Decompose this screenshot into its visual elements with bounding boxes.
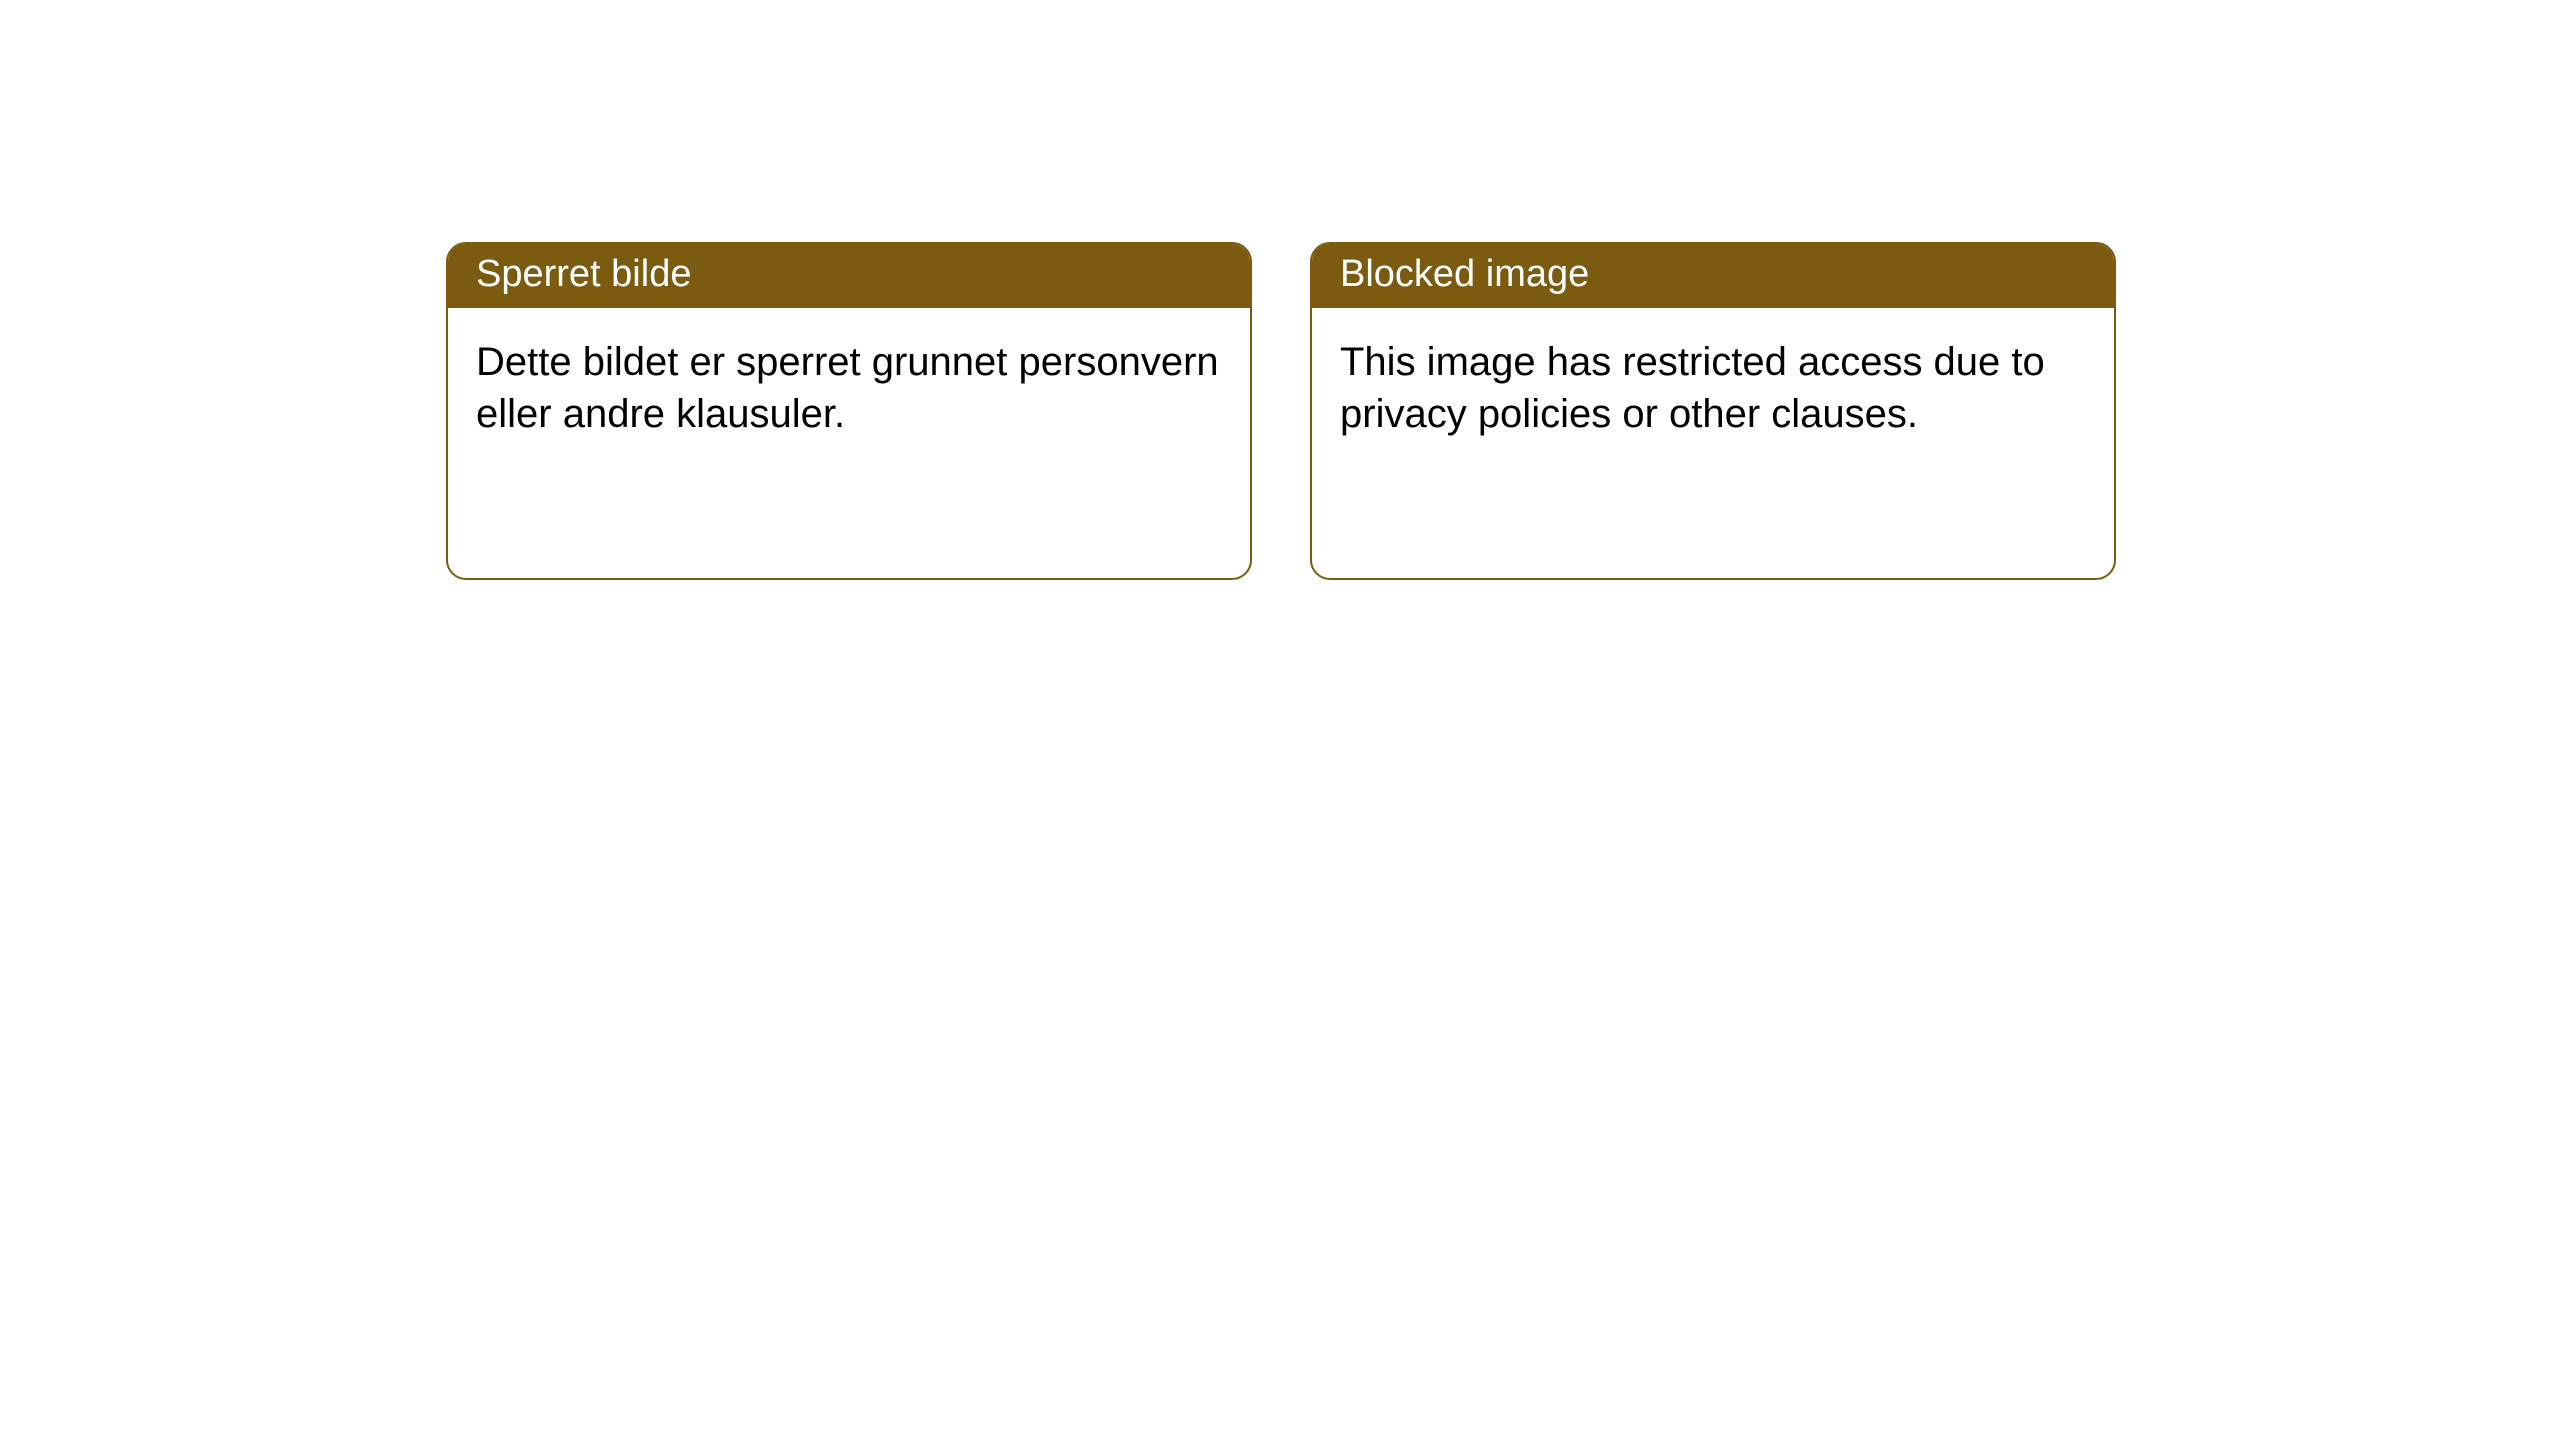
- card-body-text: This image has restricted access due to …: [1312, 308, 2114, 450]
- blocked-image-card-no: Sperret bilde Dette bildet er sperret gr…: [446, 242, 1252, 580]
- card-header: Sperret bilde: [448, 244, 1250, 308]
- card-header: Blocked image: [1312, 244, 2114, 308]
- card-body-text: Dette bildet er sperret grunnet personve…: [448, 308, 1250, 450]
- page-canvas: Sperret bilde Dette bildet er sperret gr…: [0, 0, 2560, 1440]
- notice-cards-row: Sperret bilde Dette bildet er sperret gr…: [446, 242, 2116, 580]
- blocked-image-card-en: Blocked image This image has restricted …: [1310, 242, 2116, 580]
